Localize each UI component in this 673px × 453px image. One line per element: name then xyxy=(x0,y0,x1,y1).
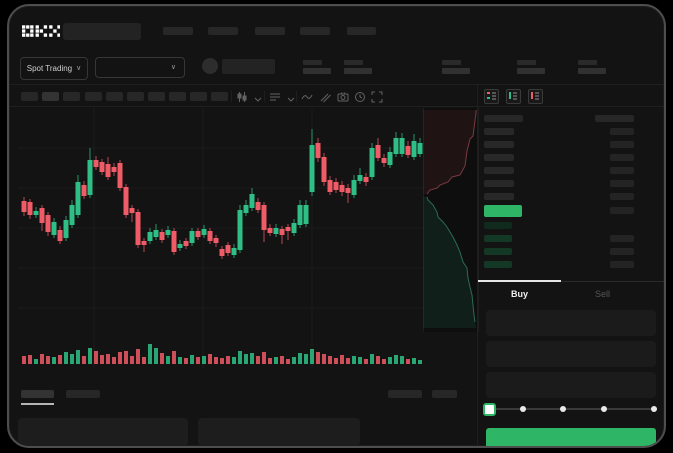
orders-filter[interactable] xyxy=(388,390,422,398)
ask-row-price[interactable] xyxy=(484,141,514,148)
pair-selector-dropdown[interactable]: ∨ xyxy=(95,57,185,78)
chart-type-candles-icon[interactable] xyxy=(235,90,249,104)
price-input[interactable] xyxy=(486,310,656,336)
bid-row-price[interactable] xyxy=(484,261,512,268)
tabbar-divider xyxy=(478,281,664,282)
line-chart-icon[interactable] xyxy=(300,90,314,104)
orders-tab[interactable] xyxy=(66,390,100,398)
amount-input[interactable] xyxy=(486,341,656,367)
tab-sell[interactable]: Sell xyxy=(594,289,610,299)
app-window-frame: Spot Trading ∨ ∨ xyxy=(7,4,666,448)
depth-chart-panel xyxy=(423,108,479,332)
buy-tab-indicator xyxy=(478,280,561,282)
header-divider xyxy=(9,84,664,85)
tab-buy[interactable]: Buy xyxy=(510,289,528,299)
timeframe-button[interactable] xyxy=(63,92,80,101)
toolbar-separator xyxy=(231,91,232,102)
amount-slider-track[interactable] xyxy=(487,408,657,410)
depth-chart[interactable] xyxy=(423,108,477,332)
buy-submit-button[interactable] xyxy=(486,428,656,446)
okx-logo[interactable] xyxy=(22,25,60,37)
chevron-down-icon[interactable] xyxy=(284,92,298,106)
last-price-badge xyxy=(484,205,522,217)
nav-item-placeholder[interactable] xyxy=(300,27,330,35)
ask-row-price[interactable] xyxy=(484,154,514,161)
timeframe-button[interactable] xyxy=(190,92,207,101)
nav-item-placeholder[interactable] xyxy=(163,27,193,35)
chevron-down-icon: ∨ xyxy=(170,64,176,71)
ask-row-amount xyxy=(610,128,634,135)
camera-screenshot-icon[interactable] xyxy=(336,90,350,104)
orders-filter[interactable] xyxy=(432,390,457,398)
bid-row-price[interactable] xyxy=(484,222,512,229)
chevron-down-icon: ∨ xyxy=(76,65,82,72)
nav-item-placeholder[interactable] xyxy=(208,27,238,35)
ask-row-amount xyxy=(610,141,634,148)
slider-stop-dot[interactable] xyxy=(520,406,526,412)
timeframe-button[interactable] xyxy=(211,92,228,101)
ask-row-amount xyxy=(610,154,634,161)
orderbook-price-header xyxy=(484,115,523,122)
nav-item-placeholder[interactable] xyxy=(255,27,285,35)
nav-item-placeholder[interactable] xyxy=(347,27,376,35)
ask-row-amount xyxy=(610,193,634,200)
timeframe-button[interactable] xyxy=(127,92,144,101)
bid-row-amount xyxy=(610,235,634,242)
orders-tab-active[interactable] xyxy=(21,390,54,398)
indicators-icon[interactable] xyxy=(268,90,282,104)
ask-row-price[interactable] xyxy=(484,167,514,174)
pair-coin-icon xyxy=(202,58,218,74)
timeframe-button-active[interactable] xyxy=(42,92,59,101)
amount-slider-handle[interactable] xyxy=(483,403,496,416)
ask-row-price[interactable] xyxy=(484,193,514,200)
timeframe-button[interactable] xyxy=(85,92,102,101)
order-history-panel xyxy=(198,418,360,446)
timeframe-button[interactable] xyxy=(21,92,38,101)
active-tab-underline xyxy=(21,403,54,405)
market-type-label: Spot Trading xyxy=(26,64,73,73)
market-type-dropdown[interactable]: Spot Trading ∨ xyxy=(20,57,88,80)
open-orders-panel xyxy=(18,418,188,446)
ask-row-amount xyxy=(610,180,634,187)
orderbook-view-asks-icon[interactable] xyxy=(528,89,543,104)
ask-row-price[interactable] xyxy=(484,128,514,135)
timeframe-button[interactable] xyxy=(169,92,186,101)
bid-row-price[interactable] xyxy=(484,248,512,255)
fullscreen-icon[interactable] xyxy=(370,90,384,104)
chevron-down-icon[interactable] xyxy=(251,92,265,106)
app-canvas: Spot Trading ∨ ∨ xyxy=(9,6,664,446)
bid-row-amount xyxy=(610,261,634,268)
timeframe-button[interactable] xyxy=(106,92,123,101)
slider-stop-dot[interactable] xyxy=(560,406,566,412)
right-panel-divider xyxy=(477,84,478,446)
toolbar-divider xyxy=(9,106,664,107)
search-input[interactable] xyxy=(63,23,141,40)
timeframe-button[interactable] xyxy=(148,92,165,101)
bid-row-price[interactable] xyxy=(484,235,512,242)
clock-history-icon[interactable] xyxy=(353,90,367,104)
candlestick-chart[interactable] xyxy=(18,108,426,368)
toolbar-separator xyxy=(264,91,265,102)
drawing-tools-icon[interactable] xyxy=(318,90,332,104)
slider-stop-dot[interactable] xyxy=(601,406,607,412)
total-input[interactable] xyxy=(486,372,656,398)
ask-row-price[interactable] xyxy=(484,180,514,187)
orderbook-amount-header xyxy=(595,115,634,122)
orderbook-view-both-icon[interactable] xyxy=(484,89,499,104)
bid-row-amount xyxy=(610,248,634,255)
ask-row-amount xyxy=(610,167,634,174)
slider-stop-dot[interactable] xyxy=(651,406,657,412)
toolbar-separator xyxy=(296,91,297,102)
orderbook-view-bids-icon[interactable] xyxy=(506,89,521,104)
pair-title-placeholder xyxy=(222,59,275,74)
last-price-amount xyxy=(610,207,634,214)
